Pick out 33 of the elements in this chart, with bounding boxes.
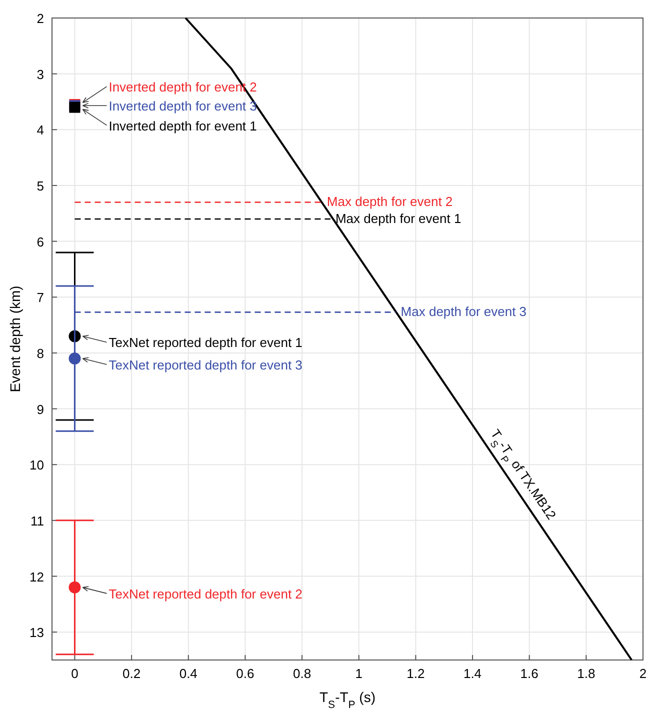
y-tick-label: 12 bbox=[30, 569, 44, 584]
y-axis-title: Event depth (km) bbox=[7, 286, 23, 392]
y-tick-label: 7 bbox=[36, 290, 44, 306]
x-tick-label: 2 bbox=[639, 666, 647, 681]
x-tick-label: 1.6 bbox=[520, 666, 538, 681]
series-label: Max depth for event 2 bbox=[326, 194, 453, 210]
series-label: Max depth for event 1 bbox=[335, 210, 462, 226]
x-tick-label: 0.6 bbox=[236, 666, 254, 681]
x-axis-title: T$_{S}$-T$_{P}$ (s) bbox=[319, 689, 376, 711]
series-label: Max depth for event 3 bbox=[400, 304, 527, 320]
x-tick-label: 1 bbox=[355, 666, 362, 681]
x-tick-label: 0.8 bbox=[293, 666, 312, 681]
y-tick-label: 13 bbox=[30, 625, 44, 640]
x-tick-label: 1.8 bbox=[577, 666, 596, 681]
text: TexNet reported depth for event 3 bbox=[108, 358, 302, 373]
y-tick-label: 3 bbox=[36, 66, 44, 82]
y-tick-label: 10 bbox=[30, 458, 44, 473]
text: TexNet reported depth for event 2 bbox=[108, 586, 302, 602]
text: TexNet reported depth for event 1 bbox=[108, 335, 302, 350]
y-tick-label: 2 bbox=[36, 11, 44, 26]
y-tick-label: 9 bbox=[36, 402, 44, 417]
text: Inverted depth for event 1 bbox=[108, 118, 257, 134]
x-tick-label: 0 bbox=[71, 666, 78, 681]
y-tick-label: 11 bbox=[30, 513, 44, 528]
y-tick-label: 6 bbox=[36, 234, 44, 250]
y-tick-label: 8 bbox=[36, 346, 44, 361]
x-tick-label: 1.4 bbox=[463, 666, 482, 681]
x-tick-label: 0.4 bbox=[179, 666, 198, 681]
y-tick-label: 4 bbox=[36, 122, 44, 138]
y-tick-label: 5 bbox=[36, 178, 44, 194]
text: Inverted depth for event 3 bbox=[108, 98, 257, 114]
x-tick-label: 0.2 bbox=[122, 666, 141, 681]
x-tick-label: 1.2 bbox=[406, 666, 425, 681]
